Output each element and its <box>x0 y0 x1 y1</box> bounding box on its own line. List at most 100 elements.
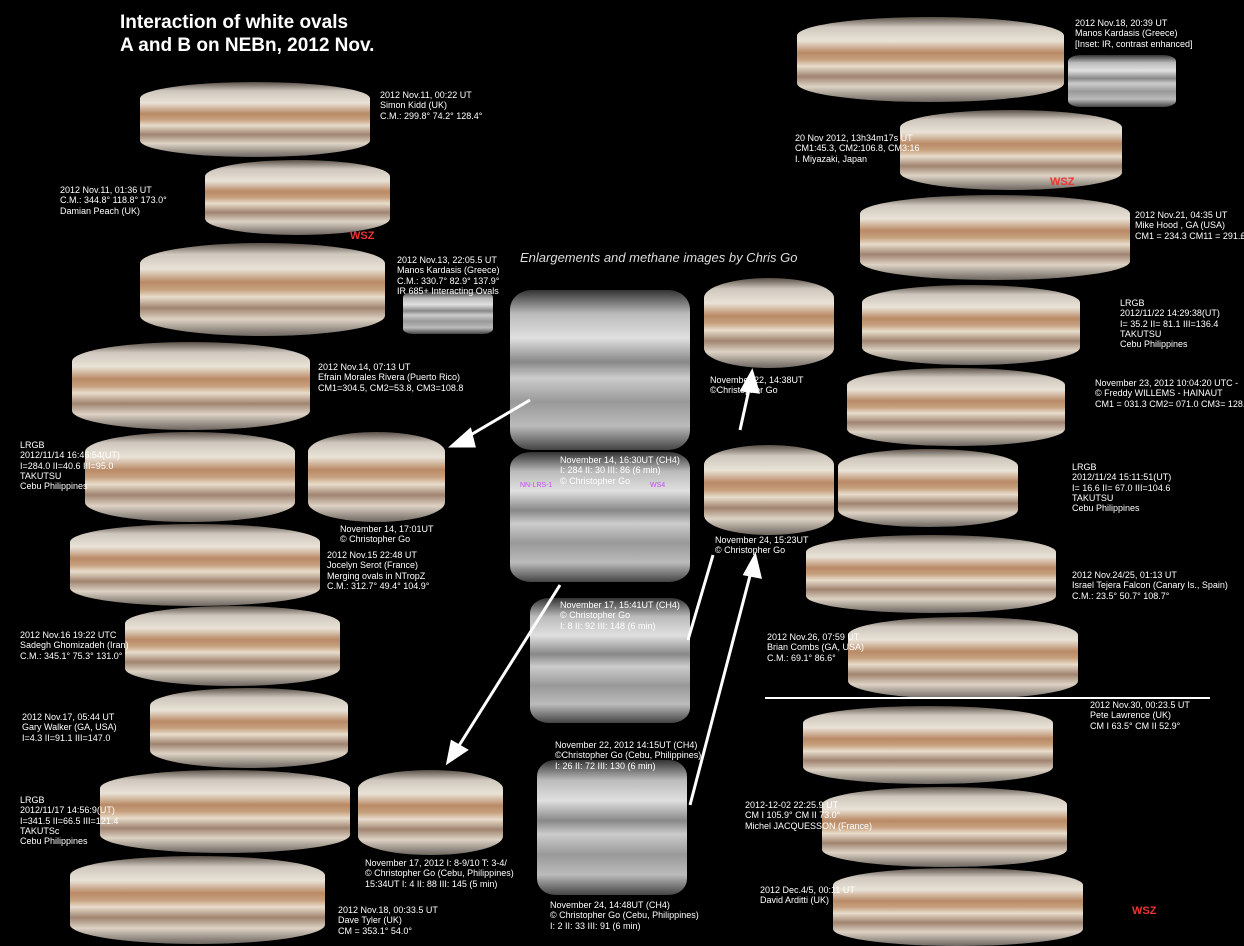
caption-line: 2012 Nov.17, 05:44 UT <box>22 712 115 722</box>
jupiter-image <box>72 342 310 430</box>
caption-line: Michel JACQUESSON (France) <box>745 820 873 831</box>
caption: November 24, 14:48UT (CH4) © Christopher … <box>550 900 699 931</box>
caption: November 14, 17:01UT © Christopher Go <box>340 524 434 545</box>
caption: 2012 Nov.26, 07:59 UT Brian Combs (GA, US… <box>767 632 864 663</box>
title: Interaction of white ovals A and B on NE… <box>120 12 374 58</box>
caption-line: 2012/11/24 15:11:51(UT) <box>1072 472 1172 483</box>
caption: LRGB 2012/11/17 14:56:9(UT) I=341.5 II=66.… <box>20 795 118 847</box>
caption-line: November 24, 15:23UT <box>715 535 809 545</box>
caption-line: Damian Peach (UK) <box>60 205 141 216</box>
caption-line: I= 16.6 II= 67.0 III=104.6 <box>1072 482 1171 493</box>
jupiter-image <box>70 856 325 944</box>
caption-line: LRGB <box>1072 462 1097 472</box>
subtitle: Enlargements and methane images by Chris… <box>520 250 798 265</box>
jupiter-image <box>847 368 1065 446</box>
caption-line: TAKUTSU <box>1120 329 1162 340</box>
caption-line: © Freddy WILLEMS - HAINAUT <box>1095 388 1223 399</box>
caption-line: © Christopher Go (Cebu, Philippines) <box>550 910 699 921</box>
caption-line: November 22, 14:38UT <box>710 375 804 385</box>
caption-line: C.M.: 69.1° 86.6° <box>767 652 836 663</box>
jupiter-image <box>803 706 1053 784</box>
caption-line: 2012 Nov.16 19:22 UTC <box>20 630 117 640</box>
caption-line: November 17, 2012 I: 8-9/10 T: 3-4/ <box>365 858 507 868</box>
caption: November 22, 2012 14:15UT (CH4) ©Christop… <box>555 740 701 771</box>
caption-line: Manos Kardasis (Greece) <box>397 265 500 276</box>
caption-line: CM1 = 234.3 CM11 = 291.£ <box>1135 230 1244 241</box>
caption-line: I: 284 II: 30 III: 86 (6 min) <box>560 465 661 476</box>
caption-line: Mike Hood , GA (USA) <box>1135 220 1226 231</box>
jupiter-image <box>358 770 503 855</box>
caption-line: 2012 Nov.18, 00:33.5 UT <box>338 905 438 915</box>
caption-line: © Christopher Go <box>715 545 786 556</box>
caption-line: I. Miyazaki, Japan <box>795 153 868 164</box>
caption-line: I=284.0 II=40.6 III=95.0 <box>20 460 114 471</box>
caption-line: 2012 Nov.14, 07:13 UT <box>318 362 411 372</box>
caption-line: 2012 Nov.30, 00:23.5 UT <box>1090 700 1190 710</box>
methane-image <box>510 290 690 450</box>
caption: 2012 Nov.18, 20:39 UT Manos Kardasis (Gre… <box>1075 18 1193 49</box>
jupiter-image <box>100 770 350 853</box>
caption-line: CM1:45.3, CM2:106.8, CM3:16 <box>795 143 920 154</box>
caption-line: 2012 Nov.18, 20:39 UT <box>1075 18 1168 28</box>
caption-line: 2012 Nov.15 22:48 UT <box>327 550 417 560</box>
caption-line: Cebu Philippines <box>20 481 88 492</box>
caption: 2012-12-02 22:25.9 UT CM I 105.9° CM II 7… <box>745 800 872 831</box>
caption: November 23, 2012 10:04:20 UTC - © Freddy… <box>1095 378 1244 409</box>
wsz-label: WSZ <box>1132 905 1157 917</box>
caption-line: IR 685+ Interacting Ovals <box>397 286 499 297</box>
caption-line: I: 2 II: 33 III: 91 (6 min) <box>550 920 641 931</box>
caption: LRGB 2012/11/24 15:11:51(UT) I= 16.6 II= 6… <box>1072 462 1171 514</box>
caption-line: TAKUTSU <box>20 471 62 482</box>
caption-line: CM1 = 031.3 CM2= 071.0 CM3= 128.5 <box>1095 398 1244 409</box>
caption-line: Manos Kardasis (Greece) <box>1075 28 1178 39</box>
caption: 2012 Nov.14, 07:13 UT Efrain Morales Rive… <box>318 362 463 393</box>
caption-line: LRGB <box>20 795 45 805</box>
caption: November 14, 16:30UT (CH4) I: 284 II: 30 … <box>560 455 680 486</box>
caption-line: ©Christopher Go (Cebu, Philippines) <box>555 750 702 761</box>
caption: LRGB 2012/11/22 14:29:38(UT) I= 35.2 II= 8… <box>1120 298 1220 350</box>
caption: 2012 Nov.16 19:22 UTC Sadegh Ghomizadeh (… <box>20 630 129 661</box>
jupiter-image <box>833 868 1083 946</box>
caption-line: Cebu Philippines <box>1120 339 1188 350</box>
caption-line: 2012 Nov.11, 00:22 UT <box>380 90 472 100</box>
caption-line: C.M.: 312.7° 49.4° 104.9° <box>327 581 430 592</box>
caption-line: 2012 Nov.11, 01:36 UT <box>60 185 152 195</box>
jupiter-image <box>70 524 320 606</box>
caption-line: C.M.: 344.8° 118.8° 173.0° <box>60 195 167 206</box>
jupiter-image <box>797 17 1064 102</box>
caption: 2012 Nov.11, 00:22 UT Simon Kidd (UK) C.M.… <box>380 90 482 121</box>
methane-image <box>530 598 690 723</box>
caption-line: Cebu Philippines <box>1072 503 1140 514</box>
title-line: A and B on NEBn, 2012 Nov. <box>120 34 375 56</box>
caption-line: November 23, 2012 10:04:20 UTC - <box>1095 378 1239 388</box>
arrow <box>461 398 531 442</box>
caption-line: © Christopher Go <box>560 475 631 486</box>
caption: November 24, 15:23UT © Christopher Go <box>715 535 809 556</box>
methane-image <box>510 452 690 582</box>
caption: 2012 Nov.18, 00:33.5 UT Dave Tyler (UK) CM… <box>338 905 438 936</box>
jupiter-image <box>860 195 1130 280</box>
caption: 2012 Nov.11, 01:36 UT C.M.: 344.8° 118.8°… <box>60 185 167 216</box>
caption-line: 2012 Nov.24/25, 01:13 UT <box>1072 570 1177 580</box>
caption-line: TAKUTSc <box>20 826 60 837</box>
jupiter-image <box>85 432 295 522</box>
jupiter-image <box>308 432 445 522</box>
caption: 2012 Nov.13, 22:05.5 UT Manos Kardasis (G… <box>397 255 500 296</box>
caption-line: 2012 Nov.26, 07:59 UT <box>767 632 860 642</box>
caption: 2012 Nov.15 22:48 UT Jocelyn Serot (Franc… <box>327 550 429 591</box>
wsz-label: WSZ <box>350 230 375 242</box>
caption-line: 2012/11/22 14:29:38(UT) <box>1120 308 1220 319</box>
caption-line: Pete Lawrence (UK) <box>1090 710 1172 721</box>
jupiter-image <box>140 243 385 336</box>
caption-line: Efrain Morales Rivera (Puerto Rico) <box>318 372 461 383</box>
feature-label: NN-LRS-1 <box>520 482 553 489</box>
caption-line: CM1=304.5, CM2=53.8, CM3=108.8 <box>318 382 464 393</box>
caption-line: 2012/11/17 14:56:9(UT) <box>20 805 115 816</box>
methane-image <box>403 292 493 334</box>
caption-line: C.M.: 299.8° 74.2° 128.4° <box>380 110 483 121</box>
caption-line: 2012 Nov.21, 04:35 UT <box>1135 210 1228 220</box>
caption-line: 15:34UT I: 4 II: 88 III: 145 (5 min) <box>365 878 498 889</box>
arrow <box>453 584 562 753</box>
jupiter-image <box>205 160 390 235</box>
